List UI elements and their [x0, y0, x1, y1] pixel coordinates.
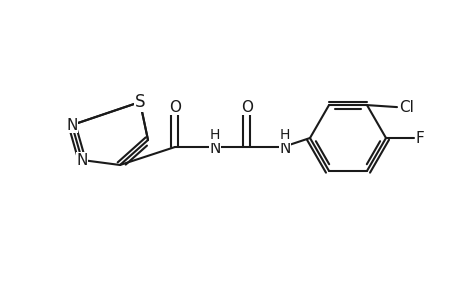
- Text: O: O: [241, 100, 252, 115]
- Text: N: N: [279, 140, 290, 155]
- Text: N: N: [66, 118, 78, 133]
- Text: H: H: [279, 128, 290, 142]
- Text: N: N: [209, 140, 220, 155]
- Text: O: O: [168, 100, 180, 115]
- Text: S: S: [134, 93, 145, 111]
- Text: N: N: [76, 152, 88, 167]
- Text: Cl: Cl: [399, 100, 414, 115]
- Text: H: H: [209, 128, 220, 142]
- Text: F: F: [415, 130, 424, 146]
